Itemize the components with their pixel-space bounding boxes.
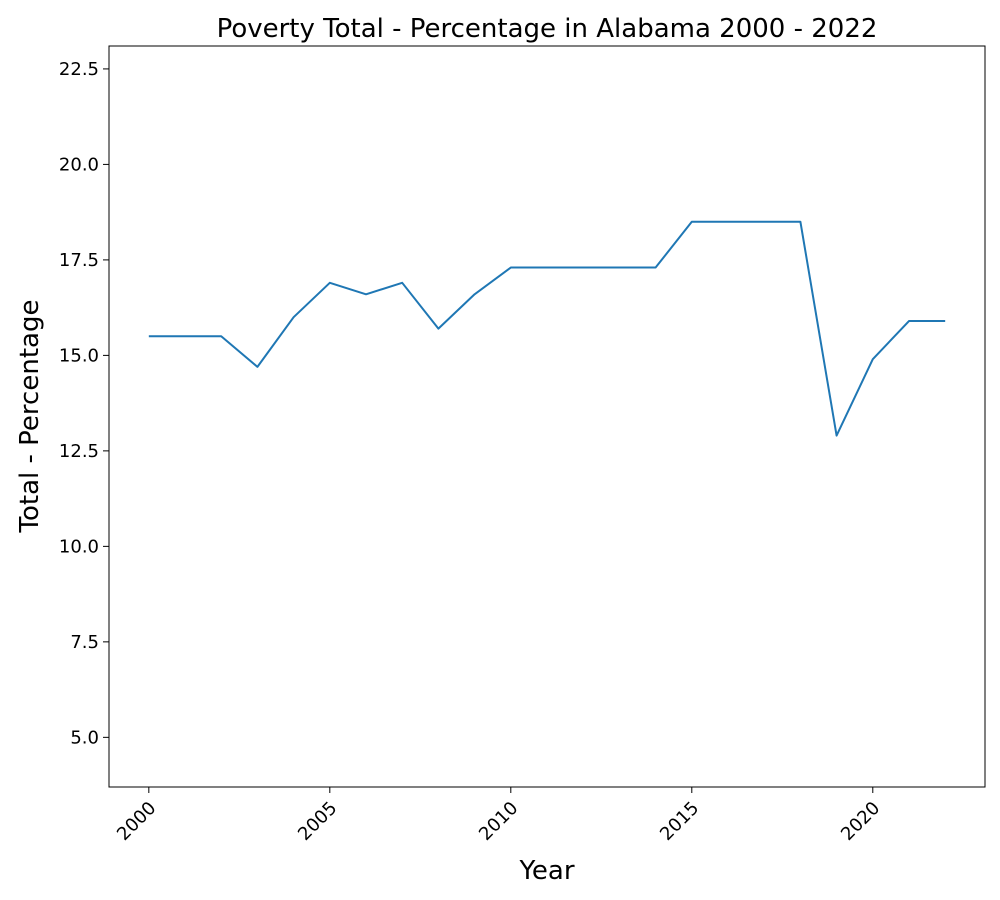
x-tick-label: 2015 — [656, 798, 703, 845]
y-axis-label: Total - Percentage — [15, 300, 45, 534]
y-tick-label: 12.5 — [59, 441, 99, 462]
y-tick-label: 22.5 — [59, 59, 99, 80]
x-tick-label: 2020 — [837, 798, 884, 845]
x-axis-label: Year — [518, 856, 574, 886]
y-tick-label: 17.5 — [59, 250, 99, 271]
series-layer — [148, 220, 946, 437]
series-line — [148, 220, 946, 437]
y-tick-label: 20.0 — [59, 154, 99, 175]
x-tick-label: 2005 — [294, 798, 341, 845]
x-axis: 2000 2005 2010 2015 2020 — [113, 787, 884, 845]
x-tick-label: 2000 — [113, 798, 160, 845]
y-tick-label: 5.0 — [70, 727, 99, 748]
y-tick-label: 15.0 — [59, 345, 99, 366]
y-tick-label: 10.0 — [59, 536, 99, 557]
y-tick-label: 7.5 — [70, 632, 99, 653]
x-tick-label: 2010 — [475, 798, 522, 845]
chart-title: Poverty Total - Percentage in Alabama 20… — [217, 14, 878, 44]
plot-area — [108, 45, 986, 788]
y-axis: 5.0 7.5 10.0 12.5 15.0 17.5 20.0 22.5 — [59, 59, 109, 748]
